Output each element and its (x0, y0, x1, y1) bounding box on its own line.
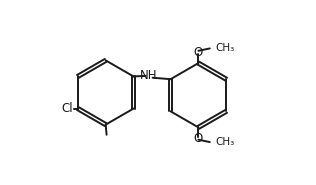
Text: O: O (194, 46, 203, 59)
Text: CH₃: CH₃ (216, 43, 235, 53)
Text: NH: NH (140, 69, 157, 82)
Text: Cl: Cl (61, 102, 73, 115)
Text: O: O (194, 132, 203, 145)
Text: CH₃: CH₃ (216, 137, 235, 147)
